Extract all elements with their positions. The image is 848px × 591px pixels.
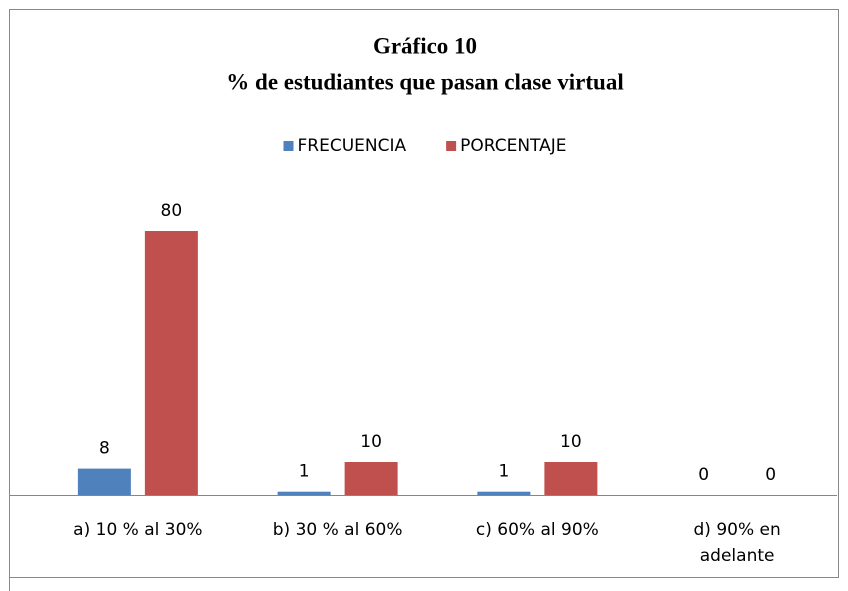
legend: FRECUENCIA PORCENTAJE [283, 136, 567, 156]
legend-swatch [446, 141, 457, 151]
legend-label: PORCENTAJE [460, 136, 566, 156]
data-label: 10 [360, 432, 382, 452]
data-label: 1 [299, 462, 310, 482]
x-tick-label: d) 90% en adelante [694, 520, 781, 566]
bar [544, 462, 598, 495]
chart-title: Gráfico 10 [373, 33, 477, 58]
data-label: 1 [498, 462, 509, 482]
chart-subtitle: % de estudiantes que pasan clase virtual [226, 69, 623, 94]
legend-label: FRECUENCIA [298, 136, 407, 156]
bar [477, 491, 531, 495]
bar [144, 231, 198, 495]
legend-swatch [283, 141, 294, 151]
data-label: 8 [99, 439, 110, 459]
x-tick-label: b) 30 % al 60% [273, 520, 403, 540]
data-label: 0 [698, 465, 709, 485]
x-tick-label: a) 10 % al 30% [73, 520, 202, 540]
data-label: 10 [560, 432, 582, 452]
data-label: 0 [765, 465, 776, 485]
x-tick-label: c) 60% al 90% [476, 520, 599, 540]
chart-frame [9, 9, 839, 578]
bar [277, 491, 331, 495]
bar [344, 462, 398, 495]
data-label: 80 [161, 201, 183, 221]
bar [77, 468, 131, 495]
